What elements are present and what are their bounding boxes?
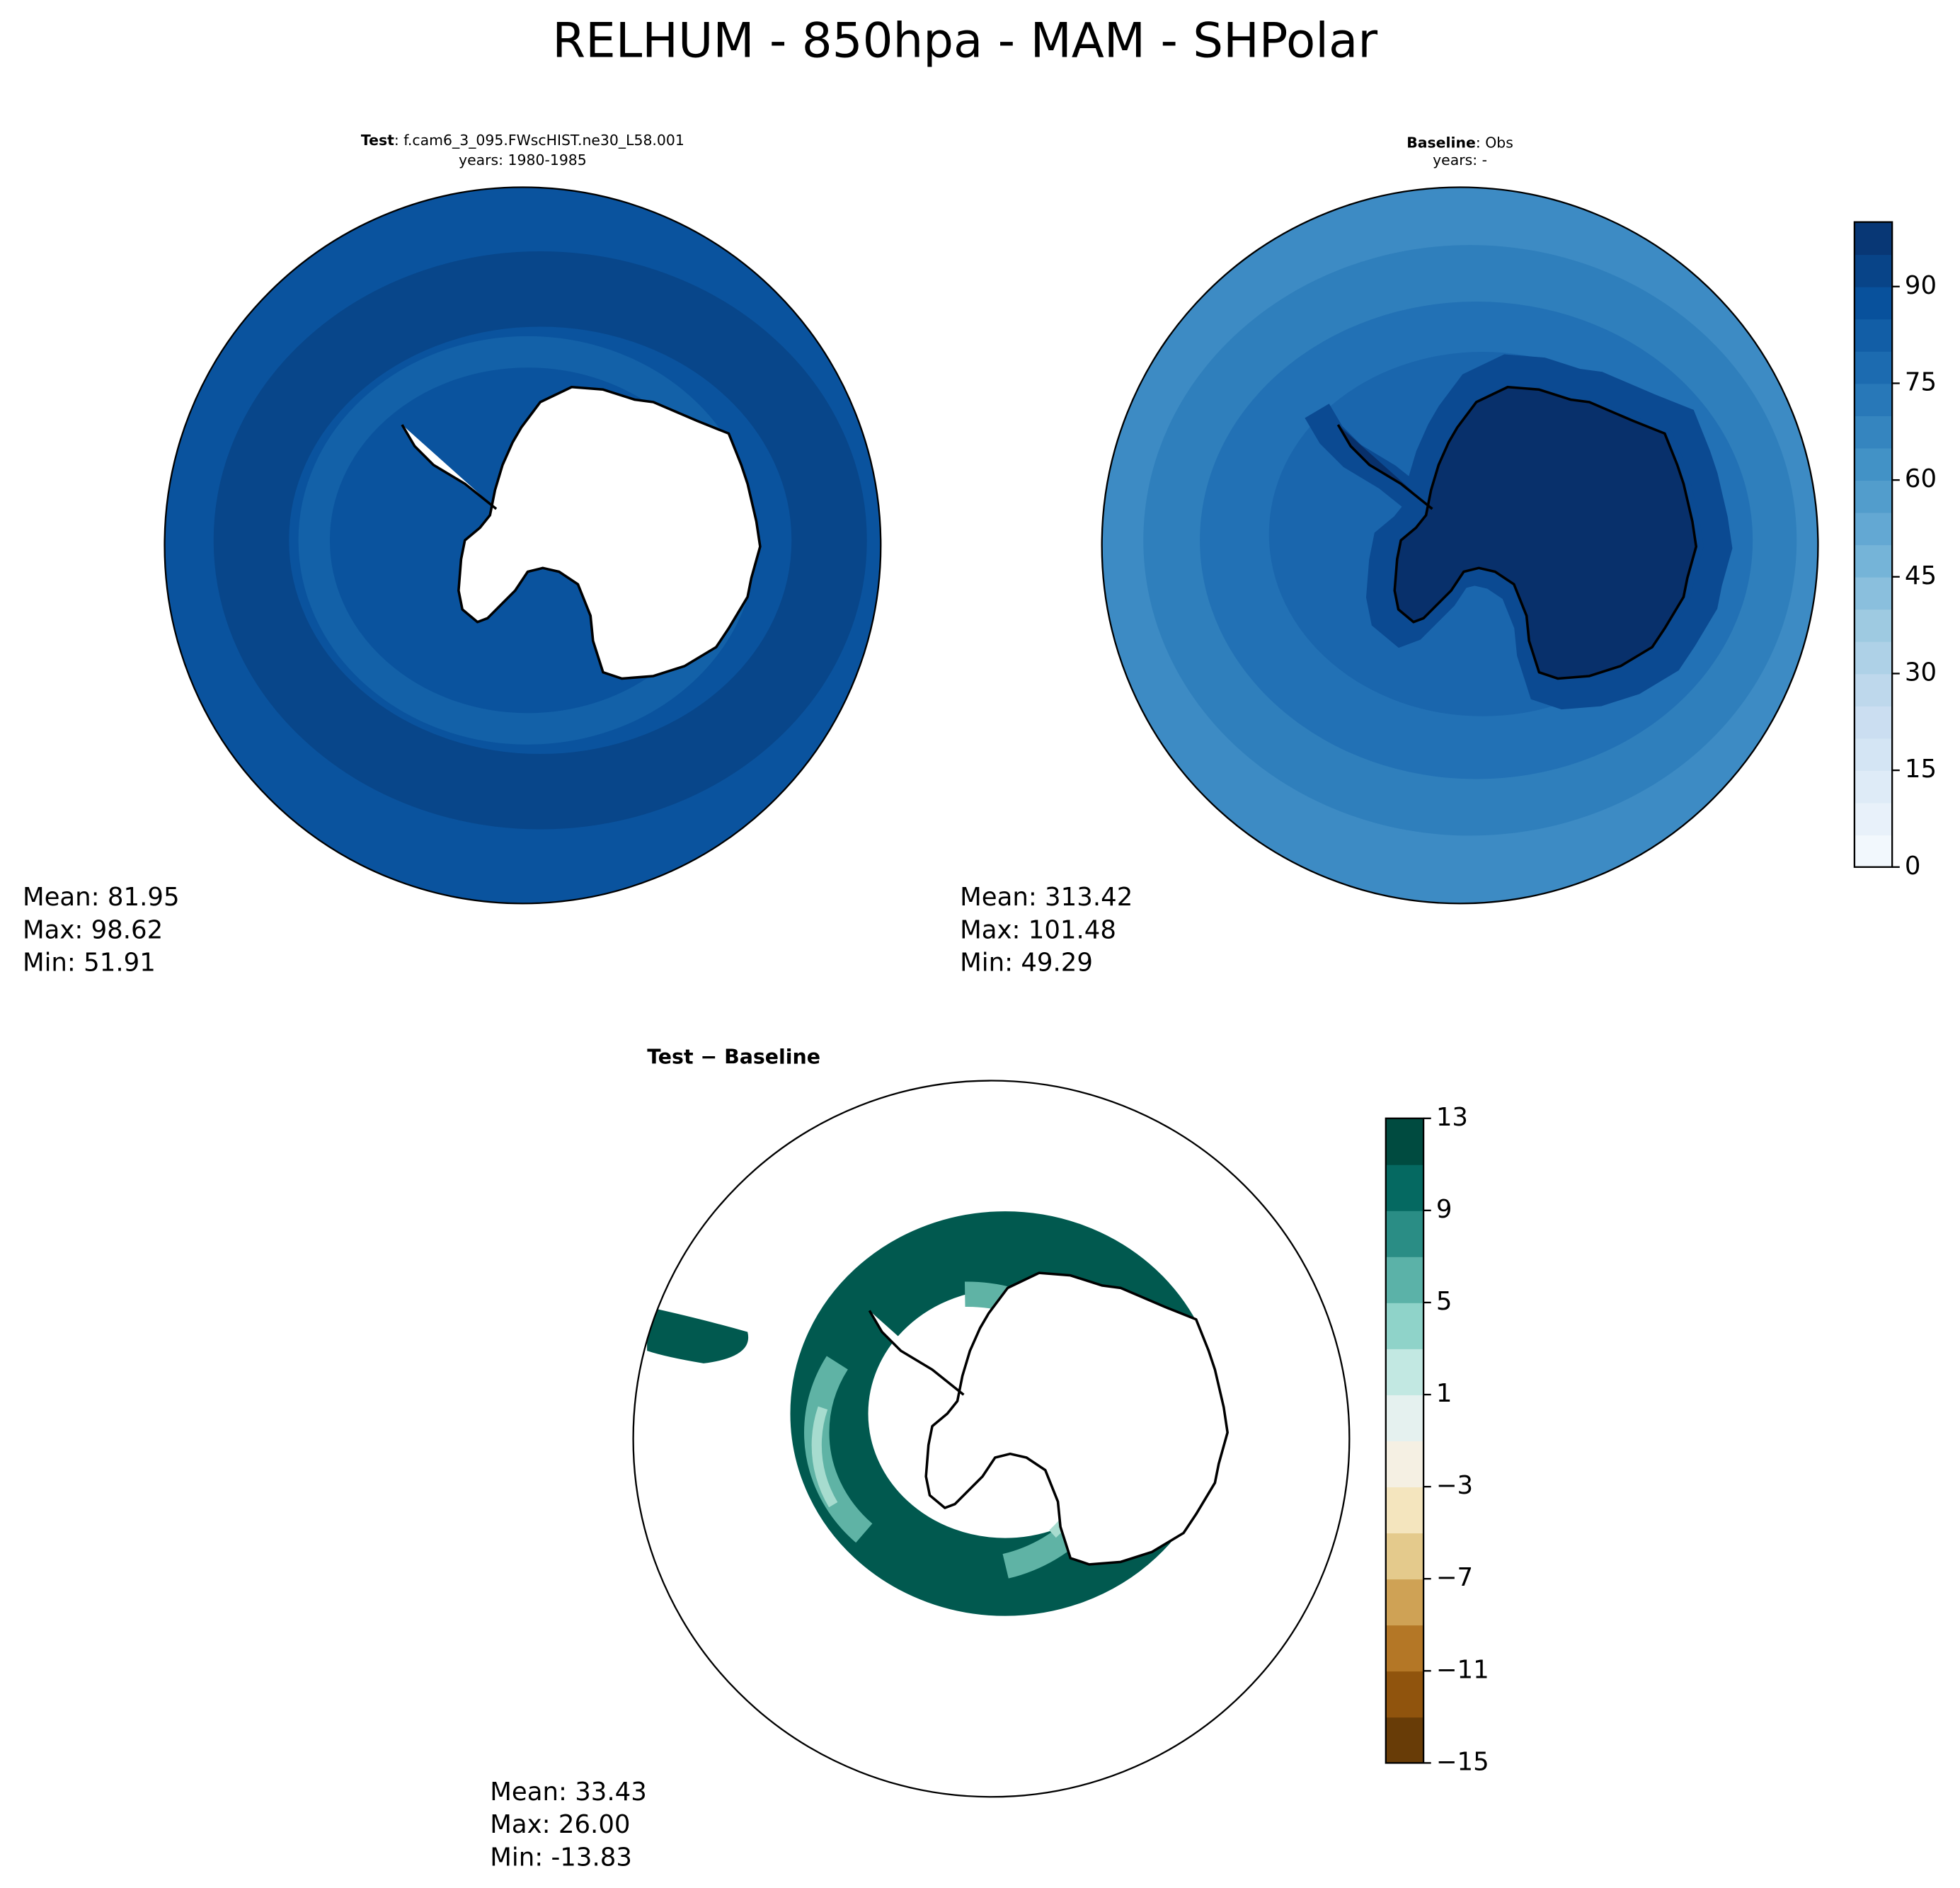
colorbar-band bbox=[1385, 1210, 1424, 1257]
colorbar-band bbox=[1854, 286, 1893, 320]
colorbar-tick-label: 15 bbox=[1905, 755, 1937, 784]
colorbar-band bbox=[1854, 447, 1893, 481]
stat: Max: 98.62 bbox=[23, 915, 163, 944]
colorbar-band bbox=[1385, 1487, 1424, 1534]
colorbar-tick-label: 9 bbox=[1436, 1195, 1452, 1224]
colorbar-band bbox=[1385, 1671, 1424, 1718]
map-frame bbox=[1101, 186, 1819, 905]
colorbar-band bbox=[1854, 254, 1893, 287]
colorbar-tick-label: 75 bbox=[1905, 367, 1937, 396]
colorbar-band bbox=[1854, 480, 1893, 513]
colorbar-band bbox=[1385, 1441, 1424, 1487]
colorbar-band bbox=[1854, 512, 1893, 546]
colorbar-band bbox=[1854, 835, 1893, 868]
colorbar-band bbox=[1385, 1395, 1424, 1441]
colorbar-band bbox=[1854, 641, 1893, 675]
colorbar-band bbox=[1385, 1164, 1424, 1211]
map bbox=[164, 187, 881, 904]
colorbar-band bbox=[1854, 673, 1893, 706]
panel-title-bold: Baseline bbox=[1406, 134, 1476, 151]
colorbar-band bbox=[1854, 576, 1893, 610]
stat: Mean: 313.42 bbox=[960, 883, 1133, 912]
colorbar-tick-label: −7 bbox=[1436, 1563, 1473, 1592]
stat: Mean: 81.95 bbox=[23, 883, 180, 912]
colorbar-band bbox=[1385, 1302, 1424, 1349]
figure-title: RELHUM - 850hpa - MAM - SHPolar bbox=[552, 13, 1377, 69]
colorbar-tick-label: −15 bbox=[1436, 1747, 1489, 1776]
colorbar-frame bbox=[1385, 1117, 1425, 1764]
colorbar-band bbox=[1854, 609, 1893, 642]
colorbar-band bbox=[1385, 1717, 1424, 1764]
stat: Max: 101.48 bbox=[960, 915, 1116, 944]
map-frame bbox=[164, 186, 882, 905]
panel-years: years: - bbox=[1433, 151, 1487, 168]
stat: Min: 51.91 bbox=[23, 948, 156, 977]
colorbar-band bbox=[1385, 1348, 1424, 1395]
colorbar-band bbox=[1854, 802, 1893, 836]
colorbar-band bbox=[1854, 416, 1893, 449]
colorbar-tick-label: 90 bbox=[1905, 271, 1937, 300]
colorbar-frame bbox=[1853, 221, 1893, 868]
colorbar-band bbox=[1854, 319, 1893, 352]
colorbar-band bbox=[1385, 1625, 1424, 1672]
stat: Max: 26.00 bbox=[490, 1810, 630, 1839]
stat: Min: 49.29 bbox=[960, 948, 1093, 977]
colorbar-tick-label: −11 bbox=[1436, 1655, 1489, 1684]
panel-years: years: 1980-1985 bbox=[459, 151, 587, 168]
colorbar-band bbox=[1385, 1256, 1424, 1303]
map-frame bbox=[632, 1080, 1351, 1798]
panel-title-text: : f.cam6_3_095.FWscHIST.ne30_L58.001 bbox=[394, 132, 684, 149]
stat: Min: -13.83 bbox=[490, 1843, 632, 1872]
colorbar-band bbox=[1385, 1118, 1424, 1165]
colorbar-tick-label: 0 bbox=[1905, 852, 1921, 881]
colorbar-band bbox=[1854, 383, 1893, 416]
colorbar-band bbox=[1385, 1579, 1424, 1626]
colorbar-band bbox=[1854, 738, 1893, 772]
colorbar-band bbox=[1854, 350, 1893, 384]
colorbar-band bbox=[1854, 706, 1893, 739]
map bbox=[647, 1211, 1229, 1616]
colorbar-tick-label: 30 bbox=[1905, 658, 1937, 687]
map bbox=[1101, 187, 1818, 904]
panel-title-bold: Test bbox=[361, 132, 394, 149]
colorbar-tick-label: 13 bbox=[1436, 1103, 1468, 1132]
stat: Mean: 33.43 bbox=[490, 1778, 647, 1807]
panel-title: Baseline: Obs bbox=[1406, 134, 1513, 151]
colorbar-band bbox=[1854, 544, 1893, 578]
colorbar-band bbox=[1385, 1533, 1424, 1580]
colorbar-tick-label: 45 bbox=[1905, 561, 1937, 590]
colorbar-tick-label: 1 bbox=[1436, 1379, 1452, 1408]
panel-title: Test: f.cam6_3_095.FWscHIST.ne30_L58.001 bbox=[361, 132, 684, 149]
colorbar-tick-label: 60 bbox=[1905, 464, 1937, 493]
panel-title-text: : Obs bbox=[1476, 134, 1513, 151]
colorbar-band bbox=[1854, 222, 1893, 256]
panel-title: Test − Baseline bbox=[647, 1046, 820, 1069]
colorbar-tick-label: 5 bbox=[1436, 1287, 1452, 1316]
colorbar-tick-label: −3 bbox=[1436, 1471, 1473, 1500]
colorbar-band bbox=[1854, 770, 1893, 803]
